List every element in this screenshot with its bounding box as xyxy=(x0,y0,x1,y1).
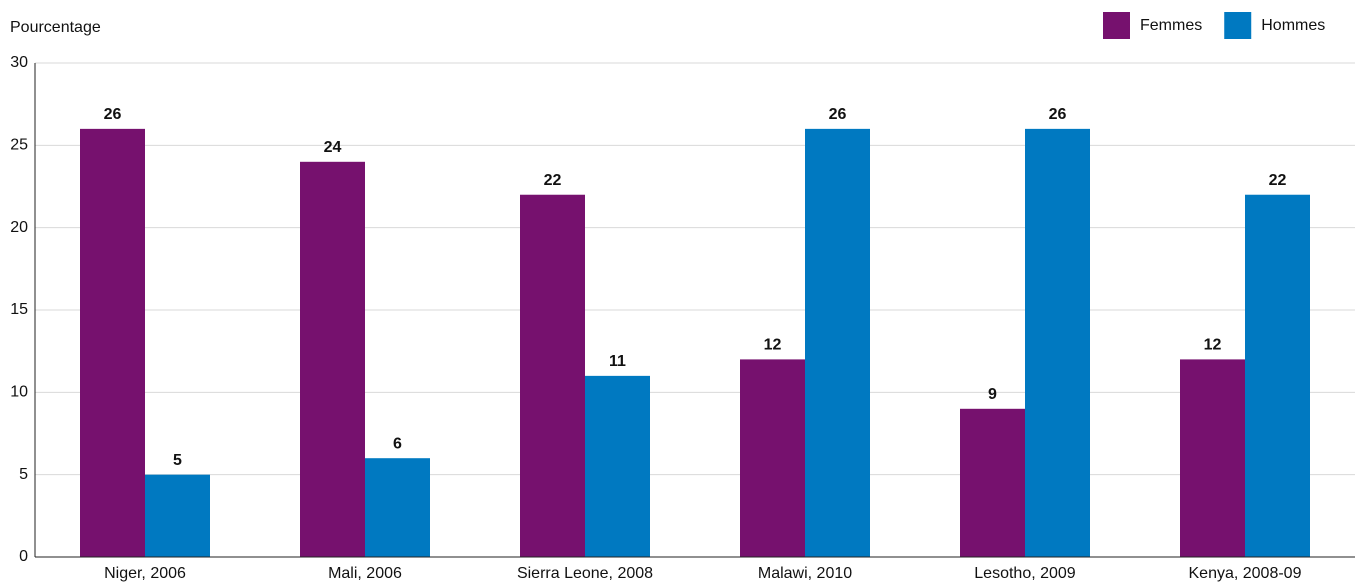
value-label: 9 xyxy=(988,386,997,403)
bar xyxy=(80,128,145,557)
x-tick-label: Niger, 2006 xyxy=(104,565,186,582)
value-label: 26 xyxy=(104,106,122,123)
bar xyxy=(145,474,210,557)
x-tick-label: Lesotho, 2009 xyxy=(974,565,1076,582)
y-tick-label: 0 xyxy=(19,548,28,565)
bar xyxy=(1180,359,1245,557)
value-label: 24 xyxy=(324,139,342,156)
legend-swatch xyxy=(1224,12,1252,39)
value-label: 22 xyxy=(544,172,562,189)
bar xyxy=(520,194,585,557)
bar xyxy=(960,408,1025,557)
y-axis-label: Pourcentage xyxy=(10,19,101,36)
x-tick-label: Sierra Leone, 2008 xyxy=(517,565,653,582)
bar xyxy=(805,128,870,557)
bar xyxy=(1025,128,1090,557)
bar xyxy=(1245,194,1310,557)
value-label: 26 xyxy=(829,106,847,123)
y-tick-label: 20 xyxy=(10,219,28,236)
value-label: 12 xyxy=(764,337,782,354)
value-label: 26 xyxy=(1049,106,1067,123)
legend-label: Femmes xyxy=(1140,17,1202,34)
value-label: 5 xyxy=(173,452,182,469)
y-tick-label: 15 xyxy=(10,301,28,318)
bar xyxy=(365,458,430,557)
legend-label: Hommes xyxy=(1261,17,1325,34)
value-label: 11 xyxy=(609,353,626,370)
y-tick-label: 30 xyxy=(10,54,28,71)
x-tick-label: Malawi, 2010 xyxy=(758,565,852,582)
value-label: 6 xyxy=(393,435,402,452)
y-tick-label: 5 xyxy=(19,466,28,483)
bar xyxy=(300,161,365,558)
y-tick-label: 10 xyxy=(10,384,28,401)
value-label: 22 xyxy=(1269,172,1287,189)
x-tick-label: Kenya, 2008-09 xyxy=(1189,565,1302,582)
legend-swatch xyxy=(1103,12,1130,39)
value-label: 12 xyxy=(1204,337,1222,354)
bar xyxy=(585,375,650,557)
y-tick-label: 25 xyxy=(10,137,28,154)
bar xyxy=(740,359,805,557)
x-tick-label: Mali, 2006 xyxy=(328,565,402,582)
